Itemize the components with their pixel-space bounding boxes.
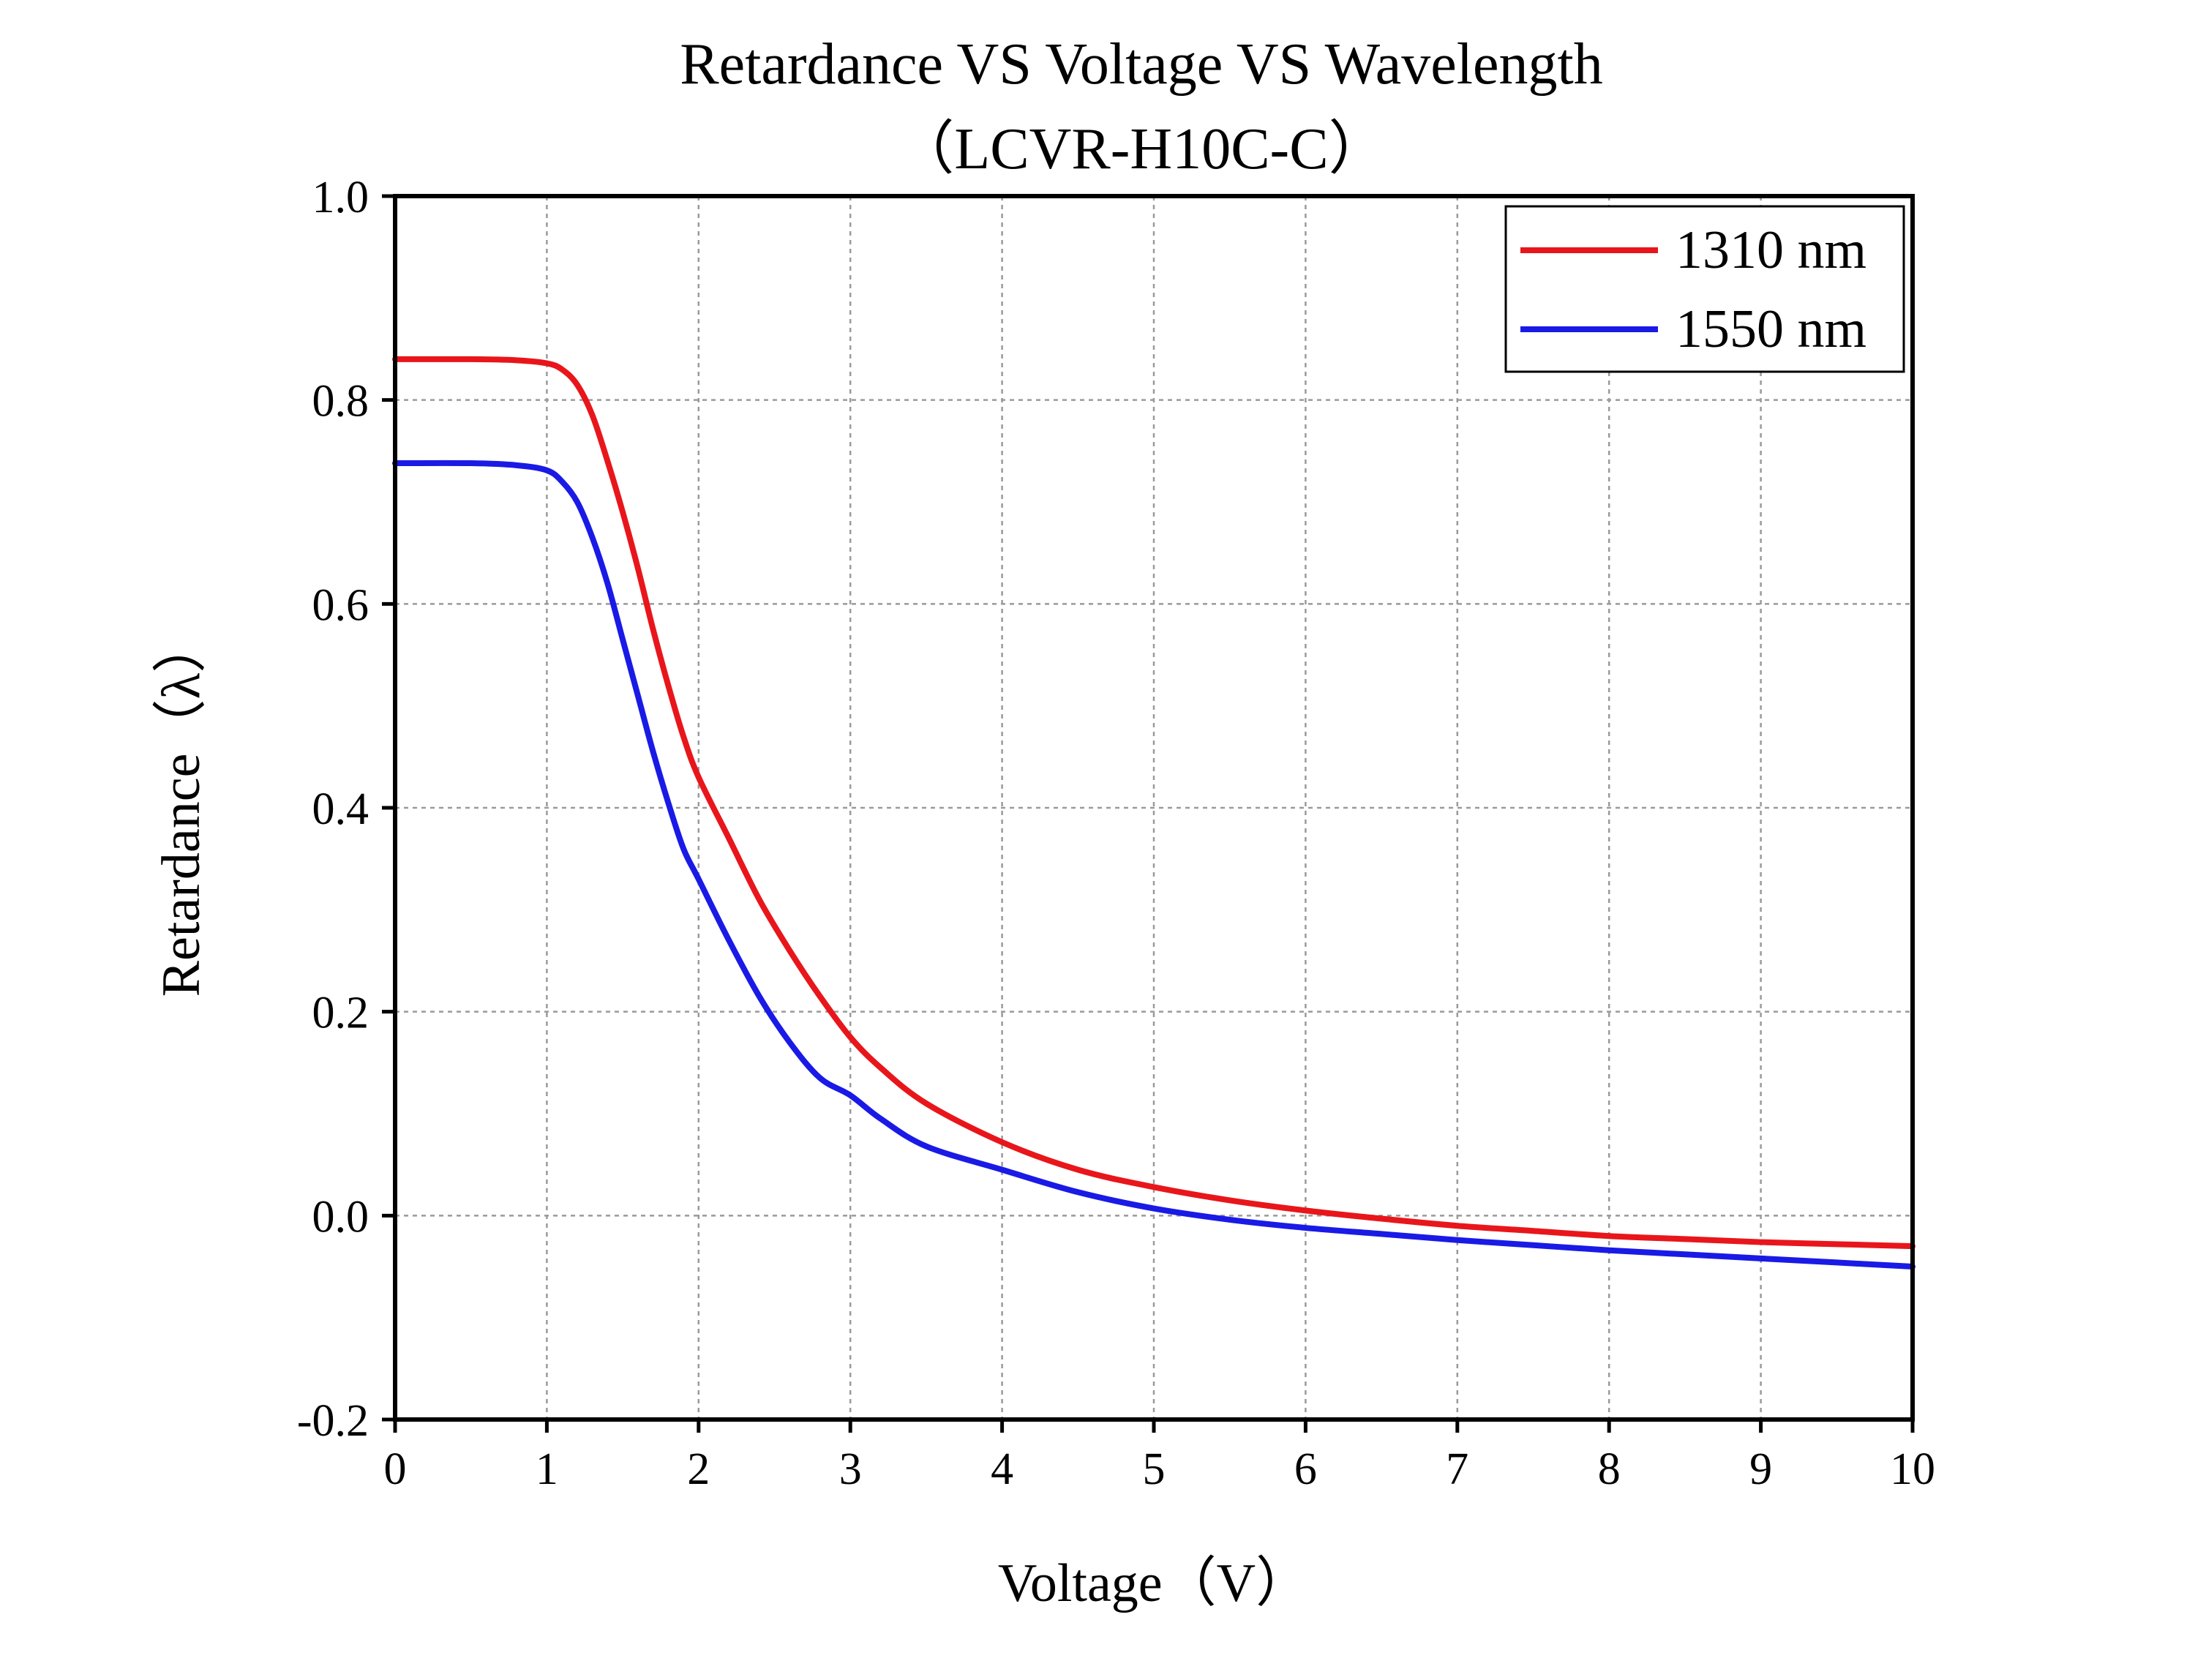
y-tick-label: 0.4 xyxy=(312,784,369,834)
y-tick-label: 0.8 xyxy=(312,377,369,427)
y-tick-label: 0.0 xyxy=(312,1192,369,1242)
x-tick-label: 2 xyxy=(687,1444,710,1494)
legend-box xyxy=(1504,205,1905,373)
y-tick-label: 0.6 xyxy=(312,580,369,630)
series-line-1550-nm xyxy=(392,460,1916,1270)
grid-lines xyxy=(395,196,1913,1420)
x-tick-label: 5 xyxy=(1143,1444,1166,1494)
x-tick-label: 3 xyxy=(839,1444,862,1494)
chart-title: Retardance VS Voltage VS Wavelength xyxy=(680,32,1603,97)
y-tick-label: 0.2 xyxy=(312,989,369,1038)
x-tick-label: 4 xyxy=(991,1444,1013,1494)
x-tick-label: 6 xyxy=(1294,1444,1317,1494)
y-axis-label: Retardance（λ） xyxy=(151,619,211,997)
chart-subtitle: （LCVR-H10C-C） xyxy=(896,117,1387,181)
series-line-1310-nm xyxy=(392,356,1916,1250)
legend-label-1310: 1310 nm xyxy=(1676,220,1866,280)
legend: 1310 nm 1550 nm xyxy=(1504,205,1905,373)
x-axis-label: Voltage（V） xyxy=(998,1553,1310,1613)
y-tick-label: 1.0 xyxy=(312,173,369,222)
y-axis: -0.2 0.0 0.2 0.4 0.6 0.8 1.0 xyxy=(297,173,395,1446)
x-tick-label: 10 xyxy=(1890,1444,1935,1494)
x-tick-label: 9 xyxy=(1749,1444,1772,1494)
y-tick-label: -0.2 xyxy=(297,1396,369,1446)
legend-label-1550: 1550 nm xyxy=(1676,299,1866,359)
x-axis: 0 1 2 3 4 5 6 7 8 9 10 xyxy=(384,1420,1935,1494)
x-tick-label: 8 xyxy=(1598,1444,1621,1494)
x-tick-label: 7 xyxy=(1446,1444,1468,1494)
x-tick-label: 0 xyxy=(384,1444,407,1494)
x-tick-label: 1 xyxy=(536,1444,558,1494)
series-lines xyxy=(392,356,1916,1270)
